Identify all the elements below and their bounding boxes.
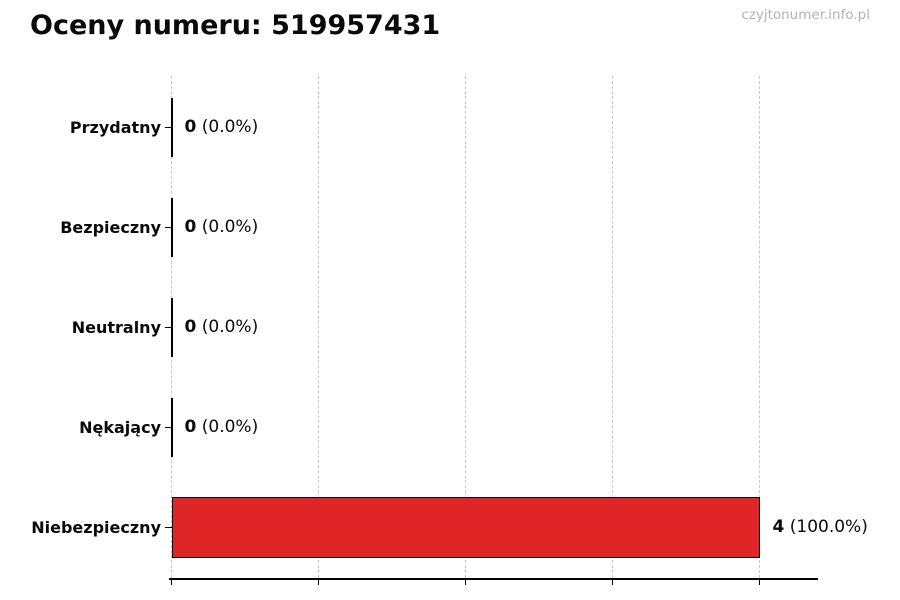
y-axis-tick (165, 326, 172, 329)
zero-value-bar (170, 298, 173, 357)
value-percentage: (0.0%) (196, 317, 259, 337)
value-label: 0 (0.0%) (185, 416, 259, 439)
category-label: Przydatny (69, 117, 161, 137)
y-axis-tick (165, 126, 172, 129)
zero-value-bar (170, 98, 173, 157)
value-count: 0 (184, 417, 197, 437)
watermark-text: czyjtonumer.info.pl (741, 7, 870, 23)
category-label: Nękający (79, 417, 161, 437)
category-label: Niebezpieczny (31, 517, 161, 537)
x-axis-tick (758, 580, 761, 585)
value-label: 0 (0.0%) (185, 216, 259, 239)
x-axis-tick (464, 580, 467, 585)
y-axis-tick (165, 226, 172, 229)
gridline (318, 76, 319, 578)
value-percentage: (0.0%) (196, 117, 259, 137)
category-label: Neutralny (71, 317, 161, 337)
value-count: 4 (772, 517, 785, 537)
x-axis-tick (317, 580, 320, 585)
zero-value-bar (170, 198, 173, 257)
value-label: 0 (0.0%) (185, 116, 259, 139)
value-count: 0 (184, 117, 197, 137)
value-count: 0 (184, 317, 197, 337)
value-percentage: (0.0%) (196, 417, 259, 437)
value-percentage: (0.0%) (196, 217, 259, 237)
gridline (465, 76, 466, 578)
x-axis-tick (611, 580, 614, 585)
value-label: 0 (0.0%) (185, 316, 259, 339)
value-label: 4 (100.0%) (773, 516, 868, 539)
value-count: 0 (184, 217, 197, 237)
y-axis-tick (165, 426, 172, 429)
gridline (759, 76, 760, 578)
y-axis-tick (165, 526, 172, 529)
x-axis-line (169, 578, 818, 580)
zero-value-bar (170, 398, 173, 457)
value-percentage: (100.0%) (784, 517, 868, 537)
page-title: Oceny numeru: 519957431 (30, 10, 441, 41)
x-axis-tick (170, 580, 173, 585)
gridline (612, 76, 613, 578)
bar (171, 497, 760, 558)
category-label: Bezpieczny (60, 217, 161, 237)
